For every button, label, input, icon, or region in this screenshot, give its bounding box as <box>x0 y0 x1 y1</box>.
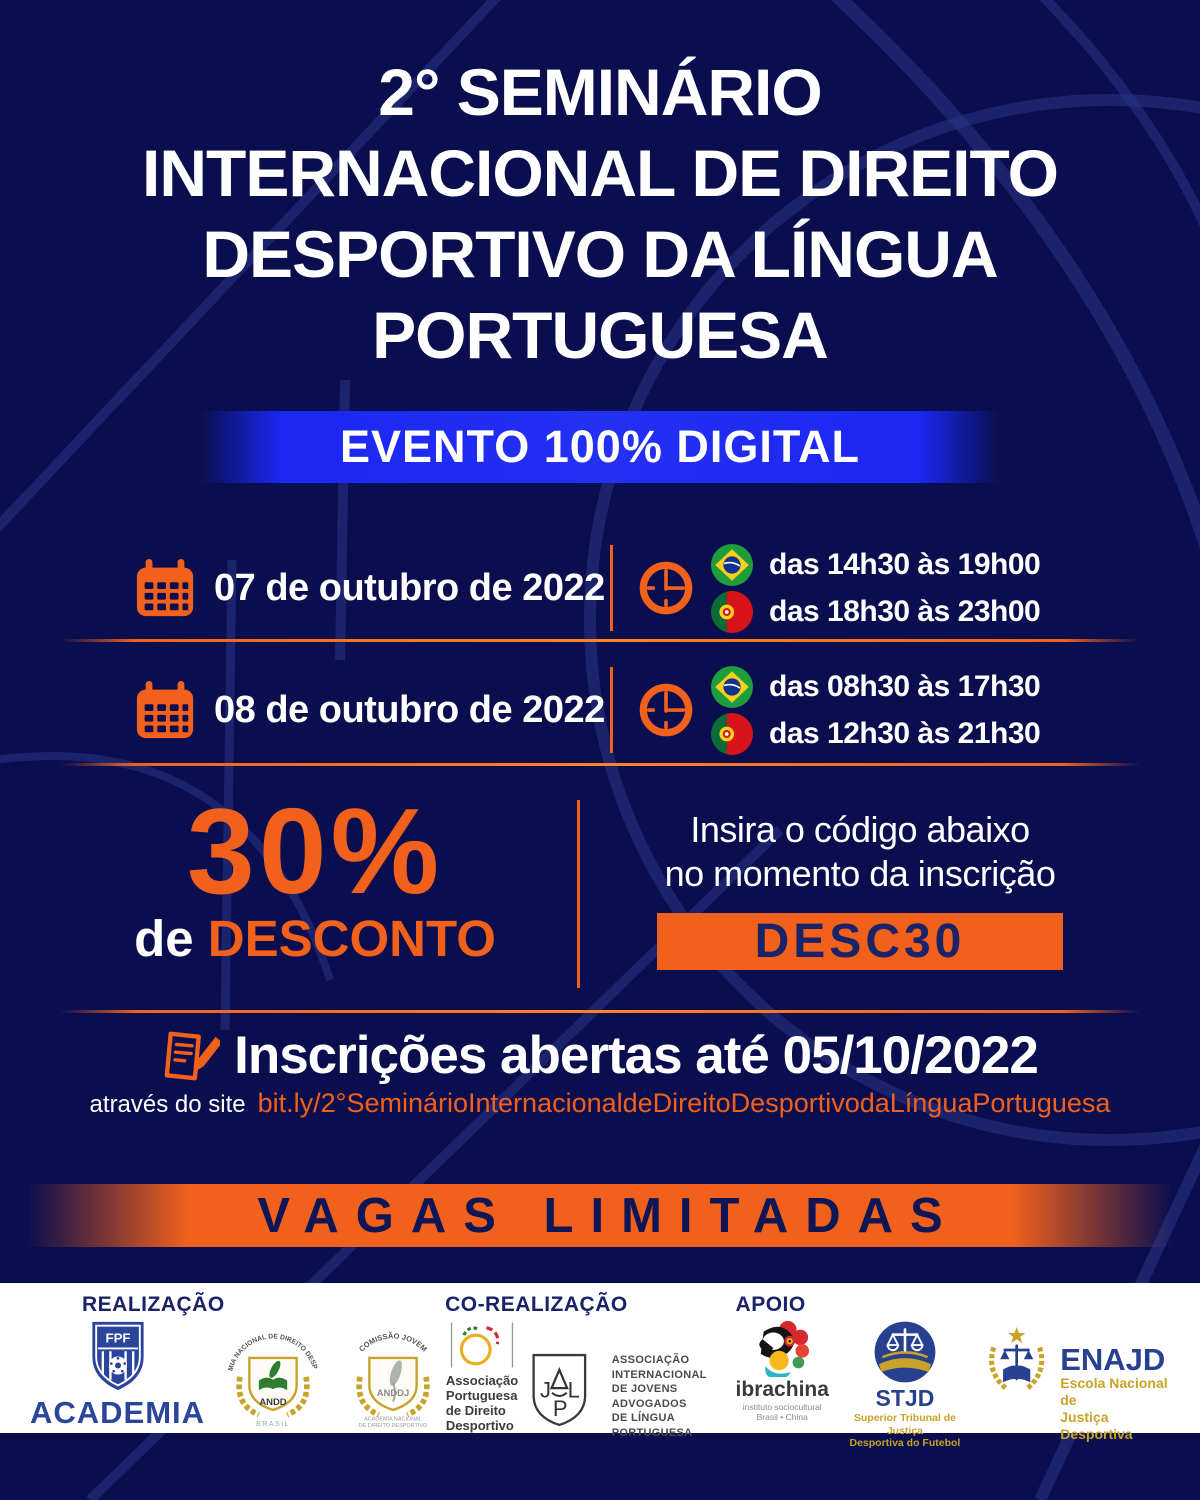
code-instruction-line1: Insira o código abaixo <box>690 809 1030 850</box>
svg-text:BRASIL: BRASIL <box>256 1420 290 1428</box>
anddj-emblem: COMISSÃO JOVEM ANDDJ ACADEMIA NACIONAL D… <box>356 1331 430 1429</box>
enajd-acronym: ENAJD <box>1060 1342 1166 1377</box>
svg-text:FPF: FPF <box>105 1331 130 1346</box>
apdd-logo: Associação Portuguesa de Direito Desport… <box>445 1319 519 1433</box>
digital-event-banner-label: EVENTO 100% DIGITAL <box>340 421 860 472</box>
title-line-4: PORTUGUESA <box>372 298 829 372</box>
svg-text:ANDD: ANDD <box>259 1397 286 1408</box>
vagas-limitadas-label: VAGAS LIMITADAS <box>257 1188 960 1243</box>
enajd-logo: ENAJD Escola Nacional de Justiça Desport… <box>981 1319 1174 1443</box>
registration-headline-row: Inscrições abertas até 05/10/2022 <box>60 1025 1140 1086</box>
svg-text:J: J <box>540 1377 551 1402</box>
ibrachina-name: ibrachina <box>735 1378 829 1401</box>
separator <box>60 639 1140 642</box>
vagas-limitadas-banner: VAGAS LIMITADAS <box>28 1184 1172 1247</box>
site-prefix: através do site <box>89 1091 246 1118</box>
fpf-academia-logo: FPF ACADEMIA <box>30 1319 205 1431</box>
svg-text:L: L <box>568 1377 580 1402</box>
vertical-divider <box>577 800 580 988</box>
brazil-flag-icon <box>711 665 753 708</box>
title-line-1: 2° SEMINÁRIO <box>378 55 822 129</box>
discount-block: 30% de DESCONTO <box>95 783 535 968</box>
discount-de-word: de <box>134 910 194 967</box>
apoio-label: APOIO <box>735 1293 806 1316</box>
title-line-2: INTERNACIONAL DE DIREITO <box>142 136 1059 210</box>
ibrachina-subtitle: instituto sociocultural Brasil • China <box>742 1402 822 1422</box>
fpf-shield-icon: FPF <box>91 1321 144 1391</box>
pencil-paper-icon <box>164 1031 221 1080</box>
discount-desconto-word: DESCONTO <box>207 910 496 967</box>
enajd-name: Escola Nacional de Justiça Desportiva <box>1060 1375 1168 1442</box>
stjd-logo: STJD Superior Tribunal de Justiça Despor… <box>849 1319 961 1450</box>
portugal-flag-icon <box>711 590 753 633</box>
svg-text:ACADEMIA NACIONAL: ACADEMIA NACIONAL <box>364 1416 422 1422</box>
time-grid: das 14h30 às 19h00 das 18h30 às 23h00 <box>711 543 1041 633</box>
ibrachina-parrot-icon <box>759 1320 810 1377</box>
calendar-icon <box>136 680 194 739</box>
ibrachina-logo: ibrachina instituto sociocultural Brasil… <box>736 1319 829 1422</box>
realizacao-section: REALIZAÇÃO FPF ACADEMIA <box>30 1289 445 1431</box>
discount-percent: 30% <box>186 783 444 919</box>
svg-text:DE DIREITO DESPORTIVO: DE DIREITO DESPORTIVO <box>359 1423 427 1429</box>
apoio-section: APOIO <box>736 1289 1174 1450</box>
stjd-acronym: STJD <box>875 1385 935 1411</box>
code-instruction-line2: no momento da inscrição <box>664 853 1056 894</box>
page-title: 2° SEMINÁRIO INTERNACIONAL DE DIREITO DE… <box>0 52 1200 376</box>
stjd-circle-icon <box>874 1321 936 1383</box>
realizacao-label: REALIZAÇÃO <box>82 1293 225 1316</box>
discount-code: DESC30 <box>754 915 966 968</box>
enajd-text: ENAJD Escola Nacional de Justiça Desport… <box>1060 1342 1174 1443</box>
svg-text:P: P <box>553 1396 568 1421</box>
code-block: Insira o código abaixo no momento da ins… <box>615 808 1105 970</box>
vertical-divider <box>610 667 613 753</box>
jalp-name: ASSOCIAÇÃO INTERNACIONAL DE JOVENS ADVOG… <box>611 1354 707 1439</box>
portugal-time: das 18h30 às 23h00 <box>769 594 1041 628</box>
apdd-rings-icon <box>450 1322 514 1368</box>
andd-emblem: ACADEMIA NACIONAL DE DIREITO DESPORTIVO … <box>221 1319 318 1428</box>
registration-link[interactable]: bit.ly/2°SeminárioInternacionaldeDireito… <box>257 1088 1111 1118</box>
brazil-time: das 14h30 às 19h00 <box>769 547 1041 581</box>
stjd-name: Superior Tribunal de Justiça Desportiva … <box>849 1412 961 1449</box>
fpf-academia-name: ACADEMIA <box>30 1395 206 1430</box>
clock-icon <box>639 683 693 737</box>
separator <box>60 763 1140 766</box>
separator <box>60 1010 1140 1013</box>
partners-footer: REALIZAÇÃO FPF ACADEMIA <box>0 1283 1200 1449</box>
svg-text:COMISSÃO JOVEM: COMISSÃO JOVEM <box>357 1331 429 1353</box>
portugal-time: das 12h30 às 21h30 <box>769 716 1041 750</box>
discount-caption: de DESCONTO <box>95 909 535 968</box>
portugal-flag-icon <box>711 712 753 755</box>
apdd-name: Associação Portuguesa de Direito Desport… <box>445 1373 519 1433</box>
event-date: 08 de outubro de 2022 <box>214 688 605 731</box>
brazil-time: das 08h30 às 17h30 <box>769 669 1041 703</box>
co-realizacao-section: CO-REALIZAÇÃO Associação Portuguesa de D… <box>445 1289 735 1440</box>
clock-icon <box>639 561 693 615</box>
registration-headline: Inscrições abertas até 05/10/2022 <box>234 1026 1039 1085</box>
title-line-3: DESPORTIVO DA LÍNGUA <box>202 217 998 291</box>
digital-event-banner: EVENTO 100% DIGITAL <box>200 411 1000 483</box>
discount-code-badge: DESC30 <box>657 913 1063 970</box>
brazil-flag-icon <box>711 543 753 586</box>
event-date: 07 de outubro de 2022 <box>214 566 605 609</box>
registration-site-row: através do site bit.ly/2°SeminárioIntern… <box>60 1088 1140 1119</box>
vertical-divider <box>610 545 613 631</box>
time-grid: das 08h30 às 17h30 das 12h30 às 21h30 <box>711 665 1041 755</box>
schedule-row-day1: 07 de outubro de 2022 das 14h30 às 19h00 <box>60 540 1140 636</box>
schedule-row-day2: 08 de outubro de 2022 das 08h30 às 17h30 <box>60 662 1140 758</box>
jalp-shield-icon: J L P <box>532 1353 587 1427</box>
co-realizacao-label: CO-REALIZAÇÃO <box>445 1293 628 1316</box>
enajd-wreath-icon <box>988 1327 1045 1391</box>
calendar-icon <box>136 558 194 617</box>
svg-text:ANDDJ: ANDDJ <box>377 1388 410 1399</box>
